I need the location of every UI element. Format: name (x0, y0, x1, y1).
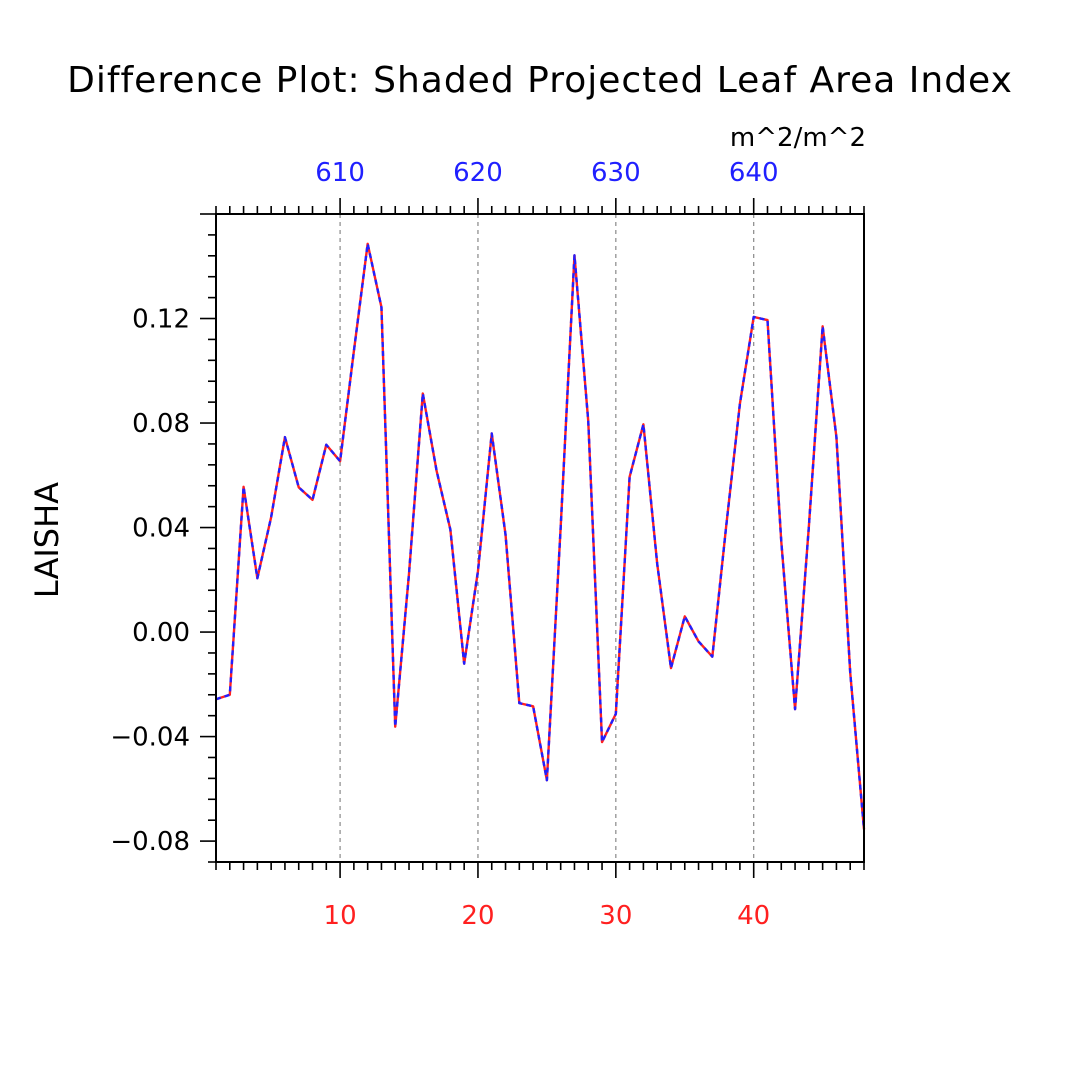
y-tick-label: 0.12 (132, 305, 190, 335)
series-line-overlay (215, 242, 866, 830)
x-tick-label-bottom: 10 (324, 901, 357, 931)
x-tick-label-top: 640 (729, 158, 779, 188)
x-tick-label-top: 630 (591, 158, 641, 188)
plot-frame (215, 213, 865, 863)
series-line (215, 242, 866, 830)
units-label: m^2/m^2 (730, 123, 866, 153)
y-tick-label: −0.08 (110, 827, 190, 857)
y-axis-label: LAISHA (28, 482, 66, 598)
x-tick-label-bottom: 30 (599, 901, 632, 931)
tick-labels: −0.08 −0.04 0.00 0.04 0.08 0.12 10 20 30 40 610 620… (110, 158, 778, 931)
x-tick-label-top: 620 (453, 158, 503, 188)
y-tick-label: 0.08 (132, 409, 190, 439)
y-tick-label: 0.00 (132, 618, 190, 648)
y-tick-label: 0.04 (132, 514, 190, 544)
x-tick-label-bottom: 20 (461, 901, 494, 931)
y-tick-label: −0.04 (110, 723, 190, 753)
x-tick-label-top: 610 (315, 158, 365, 188)
data-series (215, 242, 866, 830)
chart-title: Difference Plot: Shaded Projected Leaf A… (67, 60, 1013, 101)
axis-ticks (200, 198, 865, 878)
x-tick-label-bottom: 40 (737, 901, 770, 931)
